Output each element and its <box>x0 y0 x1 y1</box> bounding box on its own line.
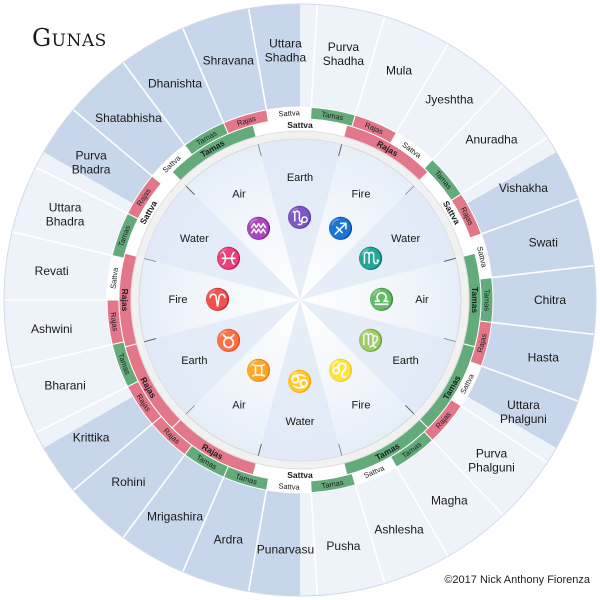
element-label: Earth <box>181 355 207 367</box>
nakshatra-label-line: Mrigashira <box>147 510 203 524</box>
zodiac-glyph-icon: ♑ <box>287 205 313 230</box>
element-label: Air <box>232 400 246 412</box>
nakshatra-label: Anuradha <box>465 132 517 146</box>
nakshatra-label-line: Anuradha <box>465 132 517 146</box>
nakshatra-label: Vishakha <box>499 181 548 195</box>
nakshatra-label: Pusha <box>326 539 360 553</box>
nakshatra-label: Purva Bhadra <box>72 149 111 177</box>
sign-guna-label: Sattva <box>287 470 313 480</box>
nakshatra-label: Chitra <box>534 293 566 307</box>
zodiac-glyph-icon: ♏ <box>358 246 384 271</box>
nakshatra-label-line: Uttara <box>269 36 302 50</box>
nakshatra-label-line: Ashwini <box>31 322 72 336</box>
zodiac-glyph-icon: ♈ <box>205 287 231 312</box>
nakshatra-label: Krittika <box>73 430 110 444</box>
nakshatra-label-line: Purva <box>75 149 107 163</box>
nakshatra-label: Uttara Shadha <box>265 36 307 64</box>
nakshatra-label: Bharani <box>44 379 85 393</box>
sign-guna-label: Sattva <box>287 120 313 130</box>
element-label: Fire <box>169 294 188 306</box>
nakshatra-label-line: Shravana <box>203 54 255 68</box>
nakshatra-label-line: Hasta <box>528 351 560 365</box>
nakshatra-label-line: Jyeshtha <box>425 92 473 106</box>
nakshatra-label: Hasta <box>528 351 560 365</box>
nakshatra-label-line: Uttara <box>507 398 540 412</box>
element-label: Water <box>180 233 209 245</box>
nakshatra-label: Ashwini <box>31 322 72 336</box>
element-label: Fire <box>352 188 371 200</box>
element-label: Earth <box>287 172 313 184</box>
nakshatra-label-line: Shadha <box>323 54 365 68</box>
sign-guna-label: Tamas <box>470 287 480 314</box>
nakshatra-label: Uttara Phalguni <box>500 398 547 426</box>
nakshatra-label: Punarvasu <box>257 543 314 557</box>
nakshatra-label-line: Purva <box>328 40 360 54</box>
nakshatra-label-line: Shadha <box>265 50 307 64</box>
nakshatra-label: Shravana <box>203 54 255 68</box>
nakshatra-label-line: Ardra <box>214 532 244 546</box>
zodiac-glyph-icon: ♊ <box>246 358 272 383</box>
nakshatra-label-line: Rohini <box>111 475 145 489</box>
nakshatra-label: Swati <box>529 235 558 249</box>
copyright: ©2017 Nick Anthony Fiorenza <box>444 574 590 586</box>
nakshatra-label: Revati <box>35 264 69 278</box>
nakshatra-label-line: Swati <box>529 235 558 249</box>
nakshatra-label-line: Revati <box>35 264 69 278</box>
nakshatra-label-line: Shatabhisha <box>95 111 162 125</box>
zodiac-glyph-icon: ♓ <box>216 246 242 271</box>
nakshatra-label: Dhanishta <box>148 76 202 90</box>
nakshatra-label-line: Uttara <box>49 200 82 214</box>
nakshatra-label-line: Magha <box>431 494 468 508</box>
nakshatra-label-line: Purva <box>476 447 508 461</box>
nakshatra-label: Purva Shadha <box>323 40 365 68</box>
nakshatra-label: Magha <box>431 494 468 508</box>
nakshatra-label: Ashlesha <box>374 523 424 537</box>
nakshatra-label: Mrigashira <box>147 510 203 524</box>
element-label: Water <box>391 233 420 245</box>
nakshatra-label: Uttara Bhadra <box>46 200 85 228</box>
zodiac-glyph-icon: ♉ <box>216 328 242 353</box>
nakshatra-label-line: Krittika <box>73 430 110 444</box>
nakshatra-label-line: Ashlesha <box>374 523 424 537</box>
nakshatra-label-line: Phalguni <box>468 461 515 475</box>
nakshatra-guna-label: Sattva <box>278 482 301 492</box>
nakshatra-label-line: Bhadra <box>46 214 85 228</box>
nakshatra-label: Shatabhisha <box>95 111 162 125</box>
zodiac-glyph-icon: ♐ <box>328 215 354 240</box>
element-label: Air <box>415 294 429 306</box>
nakshatra-label: Jyeshtha <box>425 92 473 106</box>
nakshatra-label-line: Chitra <box>534 293 566 307</box>
zodiac-glyph-icon: ♍ <box>358 328 384 353</box>
nakshatra-guna-label: Tamas <box>483 289 492 311</box>
nakshatra-label-line: Pusha <box>326 539 360 553</box>
nakshatra-label-line: Dhanishta <box>148 76 202 90</box>
element-label: Fire <box>352 400 371 412</box>
nakshatra-label-line: Vishakha <box>499 181 548 195</box>
nakshatra-label-line: Punarvasu <box>257 543 314 557</box>
sign-guna-label: Rajas <box>120 289 130 312</box>
nakshatra-label-line: Bhadra <box>72 163 111 177</box>
nakshatra-label-line: Bharani <box>44 379 85 393</box>
nakshatra-label-line: Mula <box>386 63 412 77</box>
element-label: Earth <box>393 355 419 367</box>
nakshatra-label-line: Phalguni <box>500 412 547 426</box>
element-label: Air <box>232 188 246 200</box>
nakshatra-label: Rohini <box>111 475 145 489</box>
zodiac-glyph-icon: ♎ <box>369 287 395 312</box>
nakshatra-label: Mula <box>386 63 412 77</box>
zodiac-glyph-icon: ♋ <box>287 369 313 394</box>
nakshatra-guna-label: Sattva <box>278 108 301 118</box>
nakshatra-label: Ardra <box>214 532 244 546</box>
zodiac-disc: ♎ Air ♍ Earth ♌ Fire ♋ Water ♊ Air ♉ Earth ♈ Fire ♓ Wat… <box>139 139 461 461</box>
zodiac-glyph-icon: ♒ <box>246 215 272 240</box>
zodiac-glyph-icon: ♌ <box>328 358 354 383</box>
element-label: Water <box>286 416 315 428</box>
